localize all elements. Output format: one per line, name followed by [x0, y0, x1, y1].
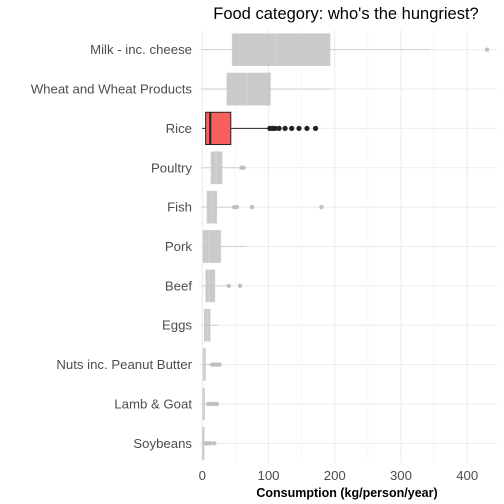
outlier-point [304, 125, 310, 132]
x-tick-label: 200 [324, 468, 346, 483]
box-fish [202, 190, 324, 224]
chart-title: Food category: who's the hungriest? [213, 5, 478, 23]
outlier-point [241, 165, 246, 170]
category-label: Nuts inc. Peanut Butter [56, 357, 192, 372]
box-pork [202, 230, 247, 263]
category-label: Beef [165, 278, 192, 293]
x-tick-label: 100 [258, 468, 280, 483]
box-iqr [231, 33, 331, 67]
box-eggs [202, 308, 219, 342]
box-poultry [202, 151, 246, 185]
category-label: Milk - inc. cheese [90, 42, 192, 57]
outlier-point [217, 362, 222, 367]
outlier-point [272, 125, 278, 132]
x-tick-label: 0 [199, 468, 206, 483]
category-label: Pork [165, 239, 193, 254]
x-tick-labels: 0 100 200 300 400 [199, 468, 479, 483]
box-layer [201, 33, 490, 460]
outlier-point [282, 125, 288, 132]
outlier-point [276, 125, 282, 132]
box-iqr [226, 72, 271, 106]
box-milk-inc-cheese [202, 33, 490, 67]
category-label: Rice [166, 121, 192, 136]
box-lamb-goat [202, 387, 220, 421]
outlier-point [319, 204, 324, 210]
category-label: Lamb & Goat [114, 396, 192, 411]
box-nuts-inc-peanut-butter [202, 348, 222, 381]
outlier-point [208, 441, 213, 446]
outlier-point [289, 125, 295, 132]
category-label: Soybeans [133, 436, 192, 451]
category-label: Wheat and Wheat Products [31, 82, 193, 97]
category-label: Poultry [151, 160, 192, 175]
category-label: Eggs [162, 318, 192, 333]
box-iqr [202, 230, 222, 263]
outlier-point [296, 125, 302, 132]
outlier-point [312, 125, 319, 132]
box-iqr [205, 269, 216, 303]
outlier-point [234, 204, 239, 210]
outlier-point [484, 47, 490, 52]
box-beef [202, 269, 243, 303]
box-wheat-and-wheat-products [202, 72, 333, 106]
y-tick-labels: Milk - inc. cheese Wheat and Wheat Produc… [31, 42, 193, 451]
x-tick-label: 300 [390, 468, 412, 483]
outlier-point [237, 283, 243, 289]
category-label: Fish [167, 200, 192, 215]
x-tick-label: 400 [456, 468, 478, 483]
box-rice [202, 111, 319, 146]
outlier-point [249, 204, 255, 210]
box-soybeans [201, 426, 217, 460]
outlier-point [212, 441, 217, 446]
outlier-point [214, 401, 220, 407]
x-axis-label: Consumption (kg/person/year) [256, 486, 437, 500]
outlier-point [226, 283, 231, 289]
